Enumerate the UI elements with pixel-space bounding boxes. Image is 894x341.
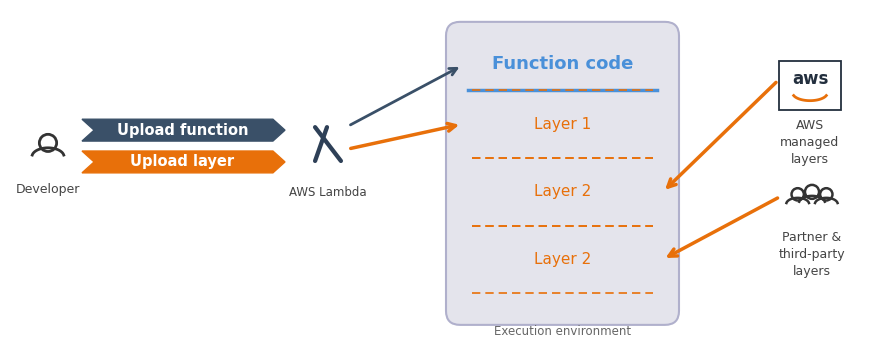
FancyBboxPatch shape xyxy=(445,22,679,325)
Text: Execution environment: Execution environment xyxy=(493,325,630,338)
Polygon shape xyxy=(82,119,284,141)
Text: Partner &
third-party
layers: Partner & third-party layers xyxy=(778,232,844,279)
Polygon shape xyxy=(82,151,284,173)
Text: Layer 1: Layer 1 xyxy=(534,117,590,132)
Text: AWS
managed
layers: AWS managed layers xyxy=(780,119,839,166)
Text: Upload layer: Upload layer xyxy=(131,154,234,169)
Text: AWS Lambda: AWS Lambda xyxy=(289,186,367,199)
Text: aws: aws xyxy=(791,71,827,88)
Text: Layer 2: Layer 2 xyxy=(534,184,590,199)
Text: Layer 2: Layer 2 xyxy=(534,252,590,267)
Text: Upload function: Upload function xyxy=(116,123,248,138)
Text: Developer: Developer xyxy=(16,183,80,196)
FancyBboxPatch shape xyxy=(778,61,840,110)
Text: Function code: Function code xyxy=(492,55,632,73)
